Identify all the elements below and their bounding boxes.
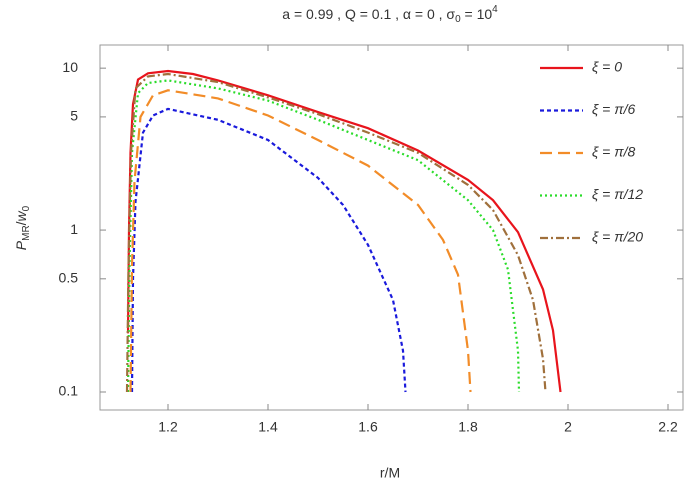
legend-label: ξ = π/12 <box>592 186 643 202</box>
legend-label: ξ = 0 <box>592 59 622 75</box>
y-tick-label: 0.5 <box>59 270 79 286</box>
y-tick-label: 0.1 <box>59 383 79 399</box>
ylabel-part: / <box>13 221 29 225</box>
title-part: a = 0.99 , Q = 0.1 , α = 0 , σ <box>282 6 455 22</box>
series-line <box>129 89 472 393</box>
series-line <box>125 72 547 393</box>
y-axis-label: PMR/w0 <box>13 205 32 250</box>
ylabel-part: P <box>13 240 29 250</box>
x-tick-label: 1.4 <box>258 419 278 435</box>
ylabel-part: MR <box>21 225 32 241</box>
x-tick-label: 1.2 <box>158 419 178 435</box>
legend-label: ξ = π/8 <box>592 144 635 160</box>
x-axis-label: r/M <box>380 465 400 481</box>
legend-label: ξ = π/6 <box>592 101 635 117</box>
y-tick-label: 5 <box>70 108 78 124</box>
x-tick-label: 1.6 <box>358 419 378 435</box>
y-tick-label: 1 <box>70 221 78 237</box>
title-part: 0 <box>455 14 461 25</box>
x-tick-label: 2.2 <box>658 419 678 435</box>
x-tick-label: 2 <box>564 419 572 435</box>
series-line <box>130 107 407 393</box>
plot-frame <box>99 44 684 411</box>
x-tick-label: 1.8 <box>458 419 478 435</box>
y-tick-label: 10 <box>62 59 78 75</box>
series-line <box>126 69 562 393</box>
title-part: = 10 <box>461 6 493 22</box>
ylabel-part: 0 <box>21 205 32 211</box>
ylabel-part: w <box>13 210 29 221</box>
legend-label: ξ = π/20 <box>592 229 643 245</box>
chart-title: a = 0.99 , Q = 0.1 , α = 0 , σ0 = 104 <box>282 4 498 25</box>
series-line <box>126 79 521 393</box>
title-part: 4 <box>492 4 498 15</box>
